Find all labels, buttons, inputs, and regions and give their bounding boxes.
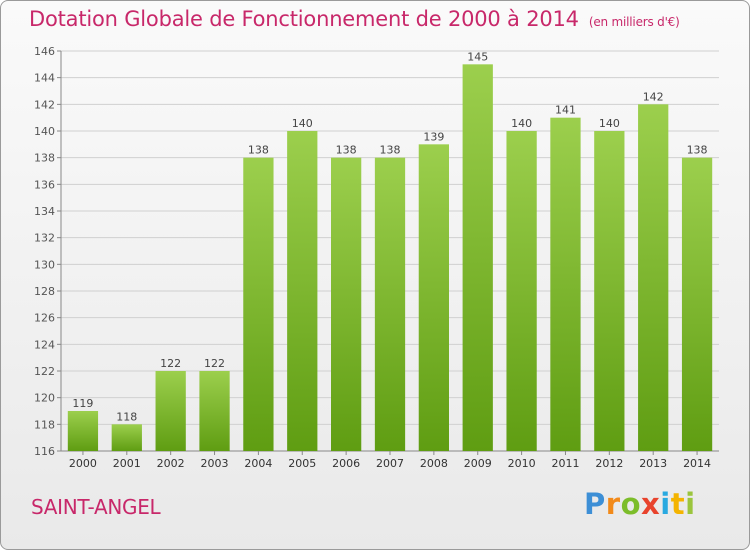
y-tick-label: 136 xyxy=(34,178,55,191)
bar xyxy=(418,144,450,452)
logo-letter: x xyxy=(641,487,661,521)
x-tick-label: 2014 xyxy=(683,457,711,470)
axes: 1161181201221241261281301321341361381401… xyxy=(34,45,719,470)
logo-letter: o xyxy=(620,487,642,521)
data-label: 139 xyxy=(423,130,444,143)
data-label: 140 xyxy=(599,117,620,130)
data-label: 141 xyxy=(555,104,576,117)
data-label: 142 xyxy=(643,90,664,103)
data-label: 145 xyxy=(467,50,488,63)
x-tick-label: 2000 xyxy=(69,457,97,470)
bar xyxy=(638,104,669,451)
bar xyxy=(243,157,274,451)
y-tick-label: 134 xyxy=(34,205,55,218)
x-tick-label: 2008 xyxy=(420,457,448,470)
bar xyxy=(67,411,99,451)
data-labels: 119 118 122 122 138 140 138 138 139 145 140 141 140 1… xyxy=(72,50,707,423)
y-tick-label: 124 xyxy=(34,338,55,351)
x-tick-label: 2003 xyxy=(201,457,229,470)
x-tick-label: 2009 xyxy=(464,457,492,470)
chart-title-text: Dotation Globale de Fonctionnement de 20… xyxy=(29,7,579,31)
commune-name: SAINT-ANGEL xyxy=(31,495,161,519)
data-label: 138 xyxy=(687,144,708,157)
bar xyxy=(594,131,625,451)
bar xyxy=(155,371,186,451)
x-tick-label: 2005 xyxy=(288,457,316,470)
data-label: 138 xyxy=(380,144,401,157)
y-tick-label: 122 xyxy=(34,365,55,378)
chart-title: Dotation Globale de Fonctionnement de 20… xyxy=(29,7,680,31)
y-tick-label: 144 xyxy=(34,72,55,85)
y-tick-label: 146 xyxy=(34,45,55,58)
x-tick-label: 2013 xyxy=(639,457,667,470)
x-tick-label: 2004 xyxy=(244,457,272,470)
y-tick-label: 142 xyxy=(34,98,55,111)
bar xyxy=(374,157,406,451)
bar xyxy=(506,131,537,451)
data-label: 140 xyxy=(511,117,532,130)
x-tick-label: 2007 xyxy=(376,457,404,470)
data-label: 140 xyxy=(292,117,313,130)
bar xyxy=(111,424,142,451)
x-tick-label: 2012 xyxy=(595,457,623,470)
data-label: 118 xyxy=(116,410,137,423)
y-tick-label: 132 xyxy=(34,232,55,245)
bar xyxy=(462,64,493,452)
logo-letter: r xyxy=(605,487,621,521)
y-tick-label: 130 xyxy=(34,258,55,271)
bar xyxy=(199,371,230,451)
x-tick-label: 2001 xyxy=(113,457,141,470)
bar xyxy=(681,157,713,451)
x-tick-label: 2010 xyxy=(508,457,536,470)
logo-letter: i xyxy=(685,487,696,521)
x-tick-label: 2002 xyxy=(157,457,185,470)
x-tick-label: 2006 xyxy=(332,457,360,470)
bar xyxy=(330,157,362,451)
y-tick-label: 126 xyxy=(34,312,55,325)
y-tick-label: 138 xyxy=(34,152,55,165)
x-tick-label: 2011 xyxy=(551,457,579,470)
bar xyxy=(550,117,581,452)
y-tick-label: 118 xyxy=(34,418,55,431)
y-tick-label: 140 xyxy=(34,125,55,138)
logo-letter: P xyxy=(584,487,606,521)
data-label: 122 xyxy=(160,357,181,370)
logo-letter: i xyxy=(660,487,671,521)
y-tick-label: 116 xyxy=(34,445,55,458)
bars xyxy=(67,64,713,452)
y-tick-label: 128 xyxy=(34,285,55,298)
data-label: 122 xyxy=(204,357,225,370)
data-label: 138 xyxy=(336,144,357,157)
y-tick-label: 120 xyxy=(34,392,55,405)
data-label: 119 xyxy=(72,397,93,410)
logo-letter: t xyxy=(670,487,686,521)
bar xyxy=(287,131,318,451)
chart-unit-note: (en milliers d'€) xyxy=(588,15,680,29)
proxiti-logo: Proxiti xyxy=(584,487,696,521)
data-label: 138 xyxy=(248,144,269,157)
